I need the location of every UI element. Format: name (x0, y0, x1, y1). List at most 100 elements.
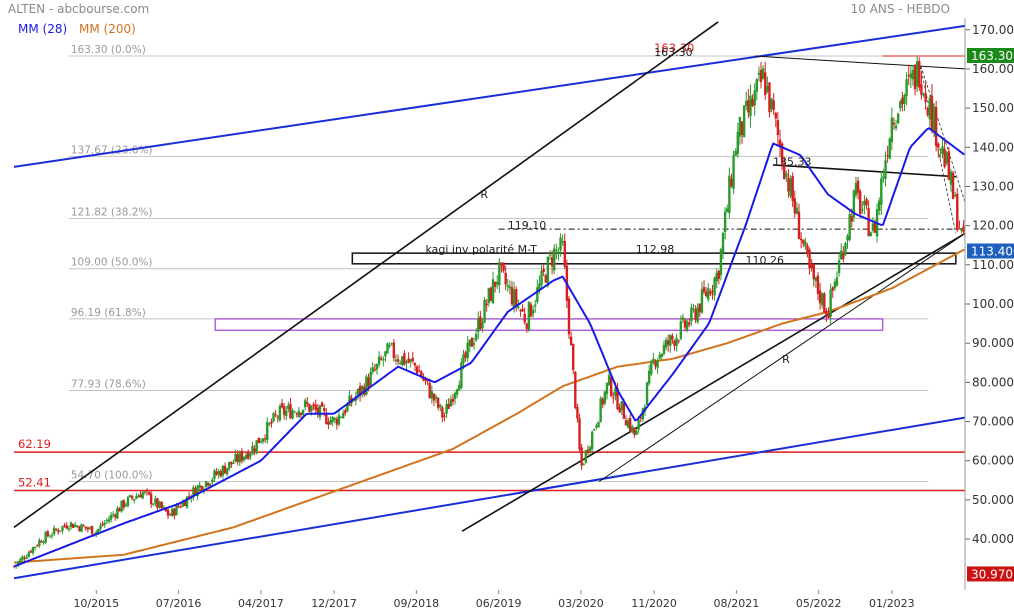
candle-body (69, 522, 73, 528)
candle-body (282, 406, 286, 415)
candle-body (774, 112, 777, 119)
candle-body (306, 402, 309, 404)
candle-body (428, 382, 431, 399)
candle-body (683, 320, 687, 328)
candle-body (787, 177, 790, 192)
candle-body (472, 343, 476, 345)
candle-body (147, 491, 151, 495)
candle-body (721, 232, 725, 253)
candle-body (137, 495, 140, 498)
candle-body (213, 470, 216, 479)
fib-label: 121.82 (38.2%) (71, 207, 153, 219)
candle-body (348, 395, 351, 406)
candle-body (261, 438, 265, 442)
candle-body (652, 358, 655, 363)
candle-body (101, 523, 104, 526)
candle-body (772, 100, 775, 111)
candle-body (567, 298, 571, 335)
candle-body (890, 117, 894, 143)
x-tick-label: 09/2018 (393, 597, 439, 610)
candle-body (386, 343, 389, 354)
y-tick-label: 140.00 (972, 140, 1014, 154)
candle-body (618, 407, 621, 413)
candle-body (647, 370, 651, 384)
candle-body (238, 452, 241, 463)
candle-body (557, 251, 560, 254)
candle-body (181, 501, 185, 507)
candle-body (384, 351, 387, 357)
candle-body (943, 148, 946, 167)
candle-body (310, 406, 313, 411)
candle-body (633, 427, 636, 435)
candle-body (548, 254, 552, 256)
candle-body (821, 293, 824, 306)
candle-body (116, 508, 119, 519)
candle-body (263, 438, 267, 440)
y-tick-label: 40.000 (972, 532, 1014, 546)
candle-body (272, 413, 275, 422)
candle-body (120, 500, 123, 512)
legend-mm28: MM (28) (18, 22, 67, 36)
candle-body (835, 277, 839, 286)
timeframe-label: 10 ANS - HEBDO (851, 2, 950, 16)
candle-body (825, 310, 828, 315)
y-tick-label: 60.000 (972, 454, 1014, 468)
fib-zone (214, 318, 884, 331)
candle-body (379, 358, 383, 360)
candle-body (86, 527, 90, 530)
candle-body (80, 524, 83, 533)
candle-body (831, 287, 834, 291)
candle-body (928, 97, 932, 120)
candle-body (42, 542, 45, 544)
candle-body (713, 277, 716, 296)
candle-body (939, 148, 942, 150)
candle-body (175, 504, 178, 516)
mm200-line (13, 248, 965, 564)
candle-body (599, 398, 602, 422)
level-label: 52.41 (18, 475, 51, 489)
candle-body (806, 245, 809, 254)
trendlines (13, 21, 966, 580)
candle-body (951, 172, 955, 199)
candle-body (789, 178, 792, 197)
candle-body (778, 139, 782, 147)
candle-body (71, 523, 75, 529)
candle-body (474, 333, 478, 341)
candle-body (162, 507, 166, 509)
fib-label: 77.93 (78.6%) (71, 378, 146, 390)
candle-body (426, 380, 429, 382)
candle-body (358, 386, 362, 396)
candle-body (462, 354, 465, 364)
price-tag (967, 48, 1014, 64)
candle-body (430, 391, 434, 399)
candle-body (580, 447, 583, 466)
candle-body (538, 283, 541, 290)
candle-body (601, 398, 604, 405)
candle-body (650, 362, 653, 374)
candle-body (114, 514, 117, 518)
candle-body (498, 262, 501, 286)
candle-body (597, 421, 600, 428)
candle-body (73, 524, 77, 527)
candle-body (515, 289, 518, 306)
candle-body (730, 178, 733, 187)
candle-body (445, 403, 448, 414)
candle-body (922, 93, 925, 96)
candle-body (78, 526, 81, 531)
y-tick-label: 150.00 (972, 101, 1014, 115)
price-tag-label: 30.970 (971, 567, 1013, 581)
candle-body (732, 155, 735, 189)
candle-body (848, 214, 851, 240)
legend-mm200: MM (200) (79, 22, 136, 36)
candle-body (156, 498, 159, 508)
candle-body (200, 486, 204, 491)
candle-body (624, 420, 628, 426)
candle-body (25, 557, 28, 559)
x-tick-label: 10/2015 (73, 597, 119, 610)
candle-body (441, 407, 444, 418)
candle-body (289, 403, 292, 419)
candle-body (588, 447, 592, 452)
candle-body (812, 264, 815, 280)
candle-body (840, 250, 843, 260)
